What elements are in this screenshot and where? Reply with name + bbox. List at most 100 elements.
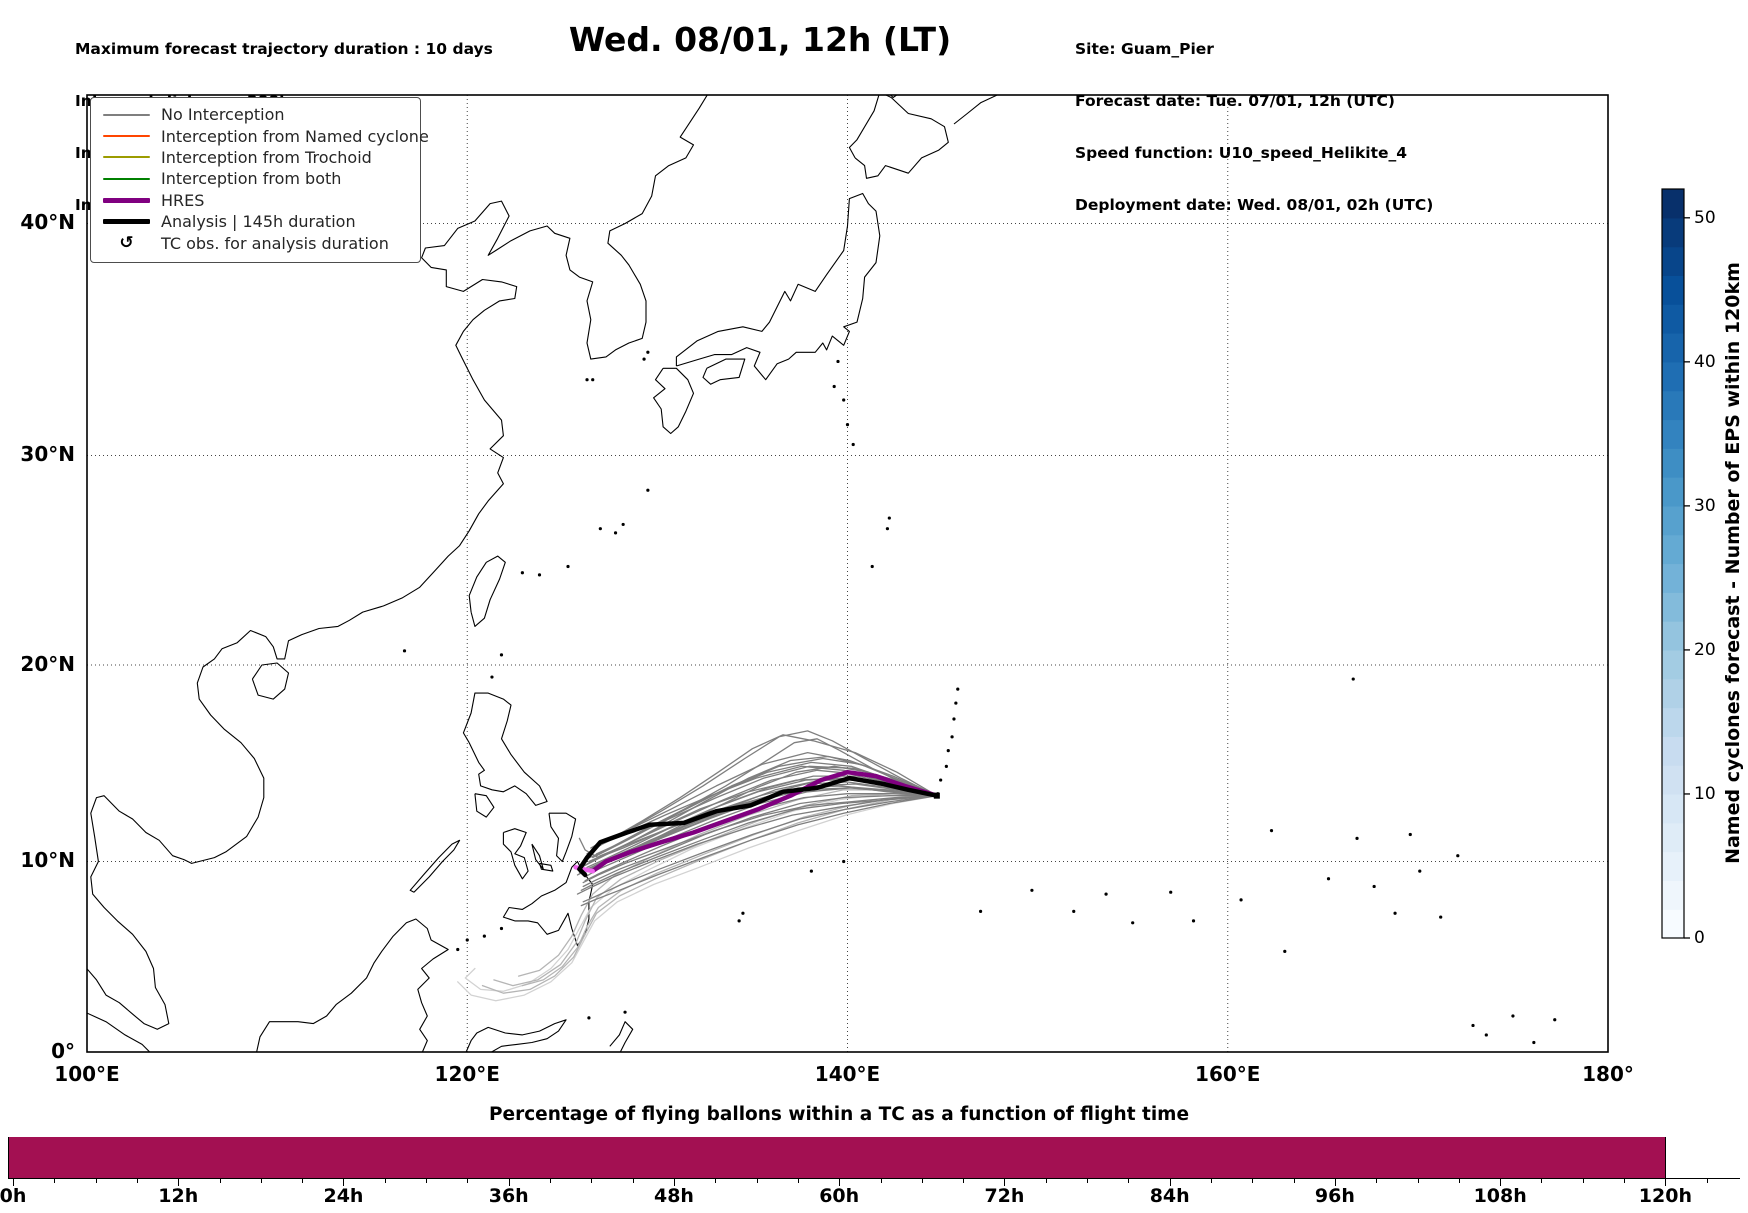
hour-tick-label: 12h [158,1185,199,1207]
island-dot [621,522,625,527]
island-dot [741,911,745,915]
ensemble-trajectory [580,795,938,891]
island-dot [585,378,589,382]
colorbar-band [1662,621,1684,651]
hour-minor-tick [1087,1178,1089,1183]
island-dot [613,531,618,535]
legend-line-swatch [103,113,150,116]
island-dot [1484,1033,1488,1037]
hour-minor-tick [1252,1178,1254,1183]
map-x-tick-label: 100°E [54,1062,120,1086]
ensemble-trajectory [576,795,938,895]
hour-minor-tick [426,1178,428,1183]
island-dot [598,527,602,531]
hour-minor-tick [1458,1178,1460,1183]
ensemble-trajectory [592,734,938,851]
ensemble-trajectory [597,730,938,847]
island-dot [832,384,836,389]
colorbar-tick-label: 40 [1694,351,1716,372]
ensemble-trajectory-faint [457,795,938,1002]
hour-minor-tick [963,1178,965,1183]
colorbar-band [1662,880,1684,910]
hour-major-tick [1500,1178,1502,1186]
map-y-tick-label: 20°N [20,651,75,676]
header-site: Site: Guam_Pier [1075,39,1214,58]
figure-title: Wed. 08/01, 12h (LT) [568,20,952,59]
legend-item: HRES [103,190,420,211]
legend-item: Interception from Trochoid [103,147,420,168]
ensemble-trajectory [582,795,938,903]
island-dot [978,909,983,913]
colorbar-band [1662,909,1684,939]
legend-line-swatch [103,156,150,159]
colorbar-tick-label: 30 [1694,495,1716,516]
island-dot [939,778,943,782]
hour-minor-tick [632,1178,634,1183]
colorbar-band [1662,448,1684,478]
map-x-tick-label: 140°E [814,1062,881,1086]
coastline-path [251,662,290,700]
coastline-path [538,862,554,872]
hour-minor-tick [384,1178,386,1183]
island-dot [944,764,948,768]
hour-minor-tick [136,1178,138,1183]
colorbar-band [1662,678,1684,709]
hour-minor-tick [219,1178,221,1183]
island-dot [482,934,486,938]
island-dot [887,516,891,520]
hour-minor-tick [591,1178,593,1183]
hour-minor-tick [1706,1178,1708,1183]
legend-item: Interception from both [103,168,420,189]
colorbar-band [1662,361,1684,392]
island-dot [537,573,542,577]
hour-minor-tick [1376,1178,1378,1183]
map-content [87,95,1608,1052]
colorbar-band [1662,736,1684,766]
coastline-path [675,192,881,381]
island-dot [642,357,646,361]
island-dot [836,359,840,364]
island-dot [499,926,504,931]
legend-item-label: Interception from Trochoid [161,147,372,167]
colorbar-tick-label: 10 [1694,783,1716,804]
hour-tick-label: 72h [984,1185,1025,1207]
island-dot [1553,1018,1557,1022]
tc-obs-icon: ↺ [119,233,134,254]
island-dot [1269,829,1274,833]
colorbar-band [1662,333,1684,363]
island-dot [1372,884,1376,889]
hour-tick-label: 96h [1314,1185,1355,1207]
hour-minor-tick [550,1178,552,1183]
colorbar-band [1662,217,1684,248]
hour-minor-tick [1045,1178,1047,1183]
island-dot [956,687,960,691]
coastline-path [87,95,708,1030]
ensemble-trajectory-light [481,795,938,994]
hour-minor-tick [921,1178,923,1183]
island-dot [950,735,954,739]
island-dot [870,564,874,569]
legend-item-label: Interception from Named cyclone [161,126,429,146]
island-dot [946,749,950,753]
island-dot [1169,890,1173,894]
hour-minor-tick [1293,1178,1295,1183]
hour-minor-tick [1624,1178,1626,1183]
island-dot [1351,677,1355,681]
island-dot [737,919,741,923]
colorbar-band [1662,275,1684,305]
island-dot [566,564,570,569]
hour-major-tick [1004,1178,1006,1186]
map-x-tick-label: 120°E [434,1062,500,1086]
island-dot [646,350,650,354]
legend-item-label: TC obs. for analysis duration [161,233,389,253]
legend-item-label: HRES [161,190,205,210]
island-dot [490,675,494,679]
ensemble-trajectory-faint [464,793,938,992]
colorbar-band [1662,765,1684,795]
island-dot [845,422,850,427]
coastline-path [468,555,506,627]
island-dot [1439,915,1443,919]
island-dot [1532,1040,1536,1045]
legend-item: No Interception [103,104,420,125]
